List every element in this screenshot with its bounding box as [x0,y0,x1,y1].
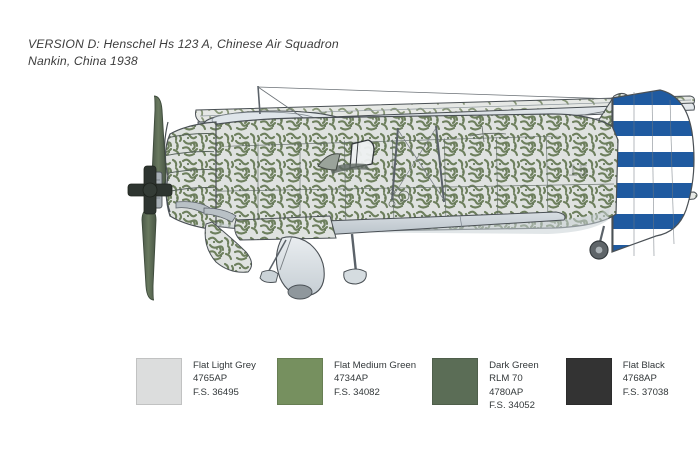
legend-fs-dark-green: F.S. 34052 [489,400,535,412]
legend-text-flat-medium-green: Flat Medium Green 4734AP F.S. 34082 [334,358,416,399]
fuselage-marking: 15 [568,161,589,180]
legend-code-dark-green: 4780AP [489,386,524,398]
propeller [127,95,173,301]
legend-name-flat-light-grey: Flat Light Grey [193,360,256,371]
legend-item-flat-light-grey: Flat Light Grey 4765AP F.S. 36495 [136,358,261,405]
legend-fs-flat-medium-green: F.S. 34082 [333,386,380,398]
aircraft-profile-illustration: 15 [0,80,700,340]
color-swatch-flat-medium-green [276,358,323,405]
legend-item-flat-black: Flat Black 4768AP F.S. 37038 [565,358,676,405]
main-landing-gear [259,233,367,300]
legend-item-flat-medium-green: Flat Medium Green 4734AP F.S. 34082 [276,358,416,405]
color-swatch-flat-light-grey [136,358,182,405]
tail-wheel [589,225,609,260]
legend-text-dark-green: Dark Green RLM 70 4780AP F.S. 34052 [489,358,539,413]
cockpit [317,139,375,174]
legend-code-flat-light-grey: 4765AP [193,373,228,385]
legend-text-flat-light-grey: Flat Light Grey 4765AP F.S. 36495 [193,358,256,399]
lower-fuselage-camouflage [204,221,252,273]
color-swatch-dark-green [432,358,479,405]
legend-code-flat-black: 4768AP [622,373,657,385]
legend-fs-flat-light-grey: F.S. 36495 [193,386,239,398]
interplane-struts [391,125,445,203]
legend-extra-dark-green: RLM 70 [489,373,523,385]
legend-fs-flat-black: F.S. 37038 [622,386,669,398]
legend-item-dark-green: Dark Green RLM 70 4780AP F.S. 34052 [432,358,550,413]
svg-text:15: 15 [568,161,589,180]
legend-code-flat-medium-green: 4734AP [333,373,369,385]
color-legend: Flat Light Grey 4765AP F.S. 36495 Flat M… [136,358,676,418]
aerial-mast [257,85,261,115]
color-swatch-flat-black [565,358,612,405]
legend-name-flat-black: Flat Black [622,360,665,371]
legend-text-flat-black: Flat Black 4768AP F.S. 37038 [623,358,669,399]
interplane-rigging [391,127,445,201]
legend-name-dark-green: Dark Green [489,360,539,371]
fuselage-detail-panels [388,125,507,208]
heading-line-1: VERSION D: Henschel Hs 123 A, Chinese Ai… [28,37,339,51]
version-heading: VERSION D: Henschel Hs 123 A, Chinese Ai… [28,36,548,70]
legend-name-flat-medium-green: Flat Medium Green [333,360,417,371]
lower-wing [234,211,566,241]
exhaust-stubs [175,201,237,223]
heading-line-2: Nankin, China 1938 [28,54,138,68]
